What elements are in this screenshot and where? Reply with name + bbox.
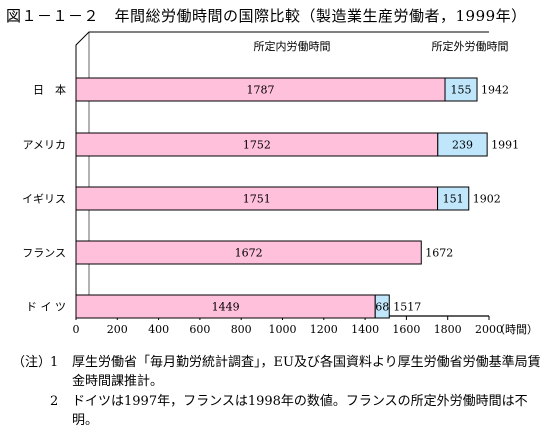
- x-tick-label: 400: [148, 323, 169, 336]
- note-1: （注） 1 厚生労働省「毎月勤労統計調査」，EU及び各国資料より厚生労働省労働基…: [12, 353, 552, 391]
- bar-total-label: 1672: [425, 247, 453, 260]
- bar-chart: 所定内労働時間 所定外労働時間 0 200 400 600 800 1000 1200 1400 1…: [22, 31, 538, 336]
- x-tick-label: 200: [107, 323, 128, 336]
- frame-back-edge: [75, 31, 489, 316]
- x-tick-label: 600: [189, 323, 210, 336]
- category-label: 日 本: [33, 83, 66, 97]
- x-tick-label: 2000: [475, 323, 503, 336]
- bar-total-label: 1942: [481, 84, 509, 97]
- category-label: アメリカ: [23, 139, 66, 152]
- category-label: フランス: [22, 247, 66, 260]
- bar-overtime: [444, 77, 478, 102]
- note-number-2: 2: [50, 394, 59, 409]
- bar-total-label: 1991: [491, 139, 519, 152]
- category-label: イギリス: [22, 193, 66, 206]
- x-tick-label: 1400: [351, 323, 379, 336]
- x-tick-label: 1600: [392, 323, 420, 336]
- note-text-2: ドイツは1997年，フランスは1998年の数値。フランスの所定外労働時間は不明。: [72, 394, 528, 428]
- x-tick-label: 0: [73, 323, 80, 336]
- bar-regular-label: 1751: [243, 193, 271, 206]
- bar-overtime-label: 68: [375, 301, 389, 314]
- bar-overtime-label: 155: [451, 84, 472, 97]
- bar-regular-label: 1752: [243, 139, 271, 152]
- x-tick-label: 800: [231, 323, 252, 336]
- bar-total-label: 1517: [393, 301, 421, 314]
- x-tick-label: 1200: [310, 323, 338, 336]
- bar-regular-label: 1672: [235, 247, 263, 260]
- bar-regular: [75, 240, 422, 265]
- chart-title: 図１－１－２ 年間総労働時間の国際比較（製造業生産労働者，1999年）: [6, 7, 527, 25]
- bar-overtime: [374, 294, 390, 319]
- bar-overtime: [437, 186, 470, 211]
- x-tick-label: 1000: [269, 323, 297, 336]
- series-label-regular: 所定内労働時間: [254, 39, 331, 53]
- bar-regular-label: 1787: [247, 84, 275, 97]
- note-number-1: 1: [50, 355, 59, 370]
- bar-regular-label: 1449: [212, 301, 240, 314]
- bar-overtime: [437, 132, 488, 157]
- notes: （注） 1 厚生労働省「毎月勤労統計調査」，EU及び各国資料より厚生労働省労働基…: [12, 353, 552, 430]
- bar-total-label: 1902: [473, 193, 501, 206]
- x-tick-label: 1800: [434, 323, 462, 336]
- x-unit-label: （時間）: [494, 323, 538, 336]
- bar-overtime-label: 239: [452, 139, 473, 152]
- note-2: 2 ドイツは1997年，フランスは1998年の数値。フランスの所定外労働時間は不…: [12, 392, 552, 430]
- series-label-overtime: 所定外労働時間: [432, 39, 509, 53]
- bar-overtime-label: 151: [443, 193, 464, 206]
- note-text-1: 厚生労働省「毎月勤労統計調査」，EU及び各国資料より厚生労働省労働基準局賃金時間…: [72, 355, 541, 389]
- note-prefix: （注）: [12, 355, 52, 370]
- category-label: ド イ ツ: [26, 301, 66, 314]
